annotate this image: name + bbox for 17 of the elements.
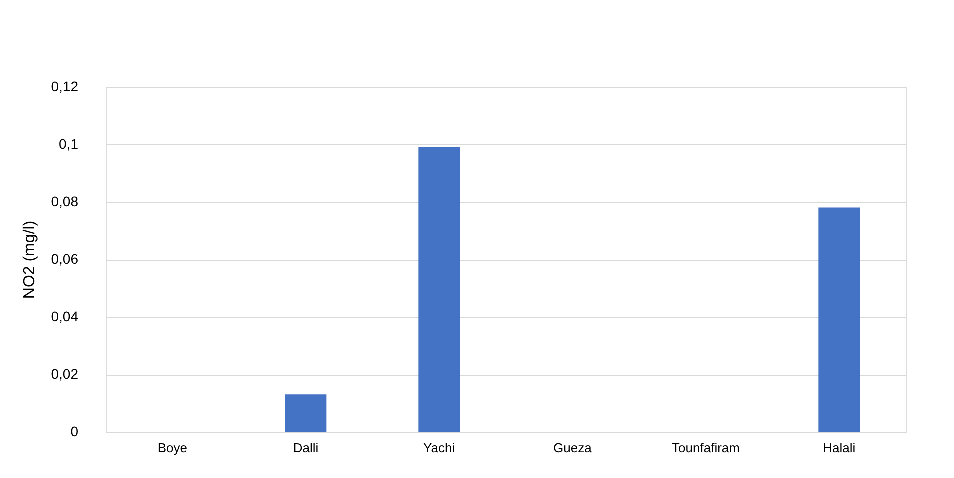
- y-tick-label: 0,02: [51, 366, 79, 382]
- bar: [418, 147, 460, 432]
- y-tick-label: 0,04: [51, 308, 79, 324]
- x-tick-label: Yachi: [424, 440, 456, 456]
- x-tick-label: Gueza: [554, 440, 593, 456]
- x-tick-label: Halali: [823, 440, 856, 456]
- x-tick-label: Boye: [158, 440, 188, 456]
- y-tick-label: 0,12: [51, 78, 79, 94]
- x-tick-label: Tounfafiram: [672, 440, 740, 456]
- bar: [285, 394, 327, 432]
- y-axis-title: NO2 (mg/l): [21, 220, 38, 300]
- y-tick-label: 0: [70, 424, 79, 440]
- y-tick-label: 0,08: [51, 194, 79, 210]
- y-tick-label: 0,1: [59, 136, 79, 152]
- bar: [818, 208, 860, 432]
- x-tick-label: Dalli: [293, 440, 319, 456]
- y-tick-label: 0,06: [51, 251, 79, 267]
